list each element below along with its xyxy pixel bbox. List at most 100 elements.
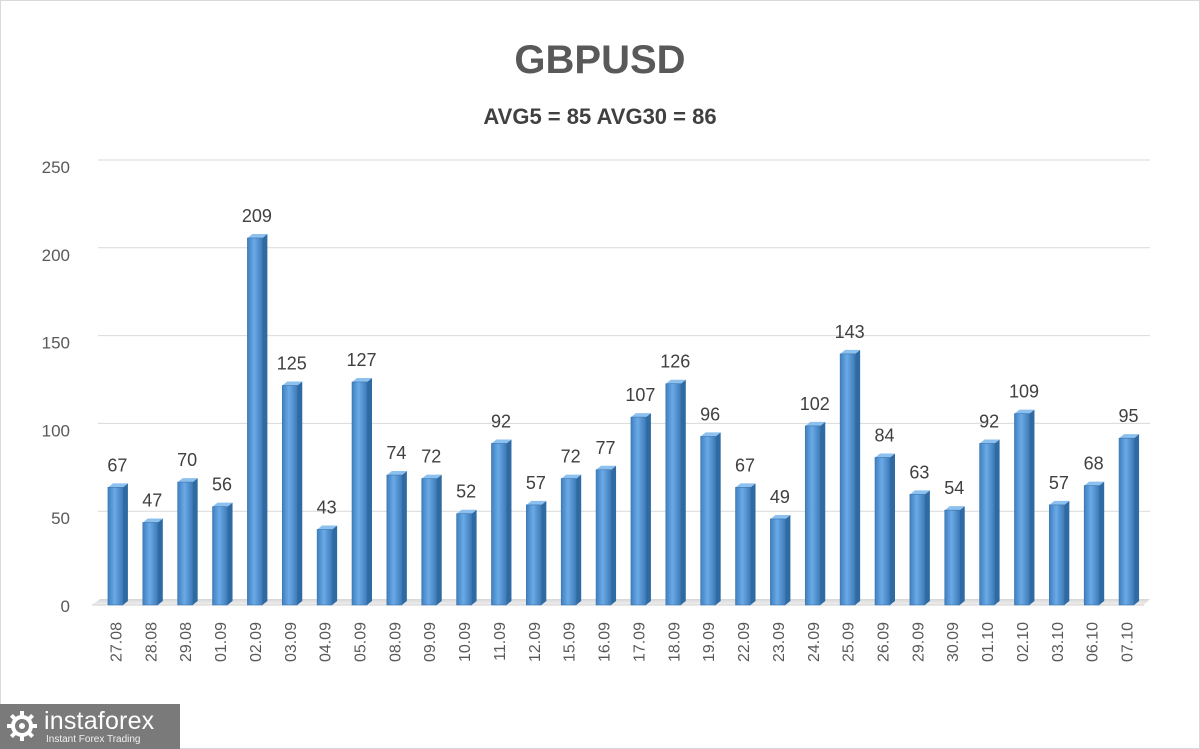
bar-value-label: 72	[561, 447, 581, 467]
y-tick-label: 100	[42, 421, 70, 440]
bar-group: 52	[456, 482, 477, 606]
bar-value-label: 74	[386, 443, 406, 463]
x-tick-label: 12.09	[527, 622, 544, 662]
bar-top	[840, 349, 861, 354]
logo-tagline: Instant Forex Trading	[46, 734, 141, 745]
bar-top	[491, 439, 512, 444]
x-tick-label: 10.09	[457, 622, 474, 662]
bar-group: 56	[212, 475, 233, 606]
bar-top	[665, 379, 686, 384]
x-tick-label: 01.10	[980, 622, 997, 662]
gear-logo-icon	[7, 711, 37, 741]
bar-group: 57	[1049, 473, 1070, 606]
x-tick-label: 15.09	[562, 622, 579, 662]
bar-group: 84	[874, 425, 895, 606]
x-tick-label: 23.09	[771, 622, 788, 662]
bar-top	[352, 377, 372, 382]
bar-value-label: 92	[491, 411, 511, 431]
bar	[491, 443, 507, 606]
x-tick-label: 04.09	[318, 622, 335, 662]
bar-top	[212, 502, 233, 507]
bar-top	[735, 483, 756, 488]
bar-side	[645, 413, 651, 605]
bar-side	[1064, 500, 1070, 605]
bar-side	[680, 379, 686, 605]
bar-group: 47	[142, 490, 163, 606]
x-tick-label: 02.09	[248, 622, 265, 662]
x-tick-label: 03.10	[1050, 622, 1067, 662]
bar-value-label: 49	[770, 487, 790, 507]
bar	[526, 504, 542, 606]
bar-top	[909, 490, 930, 495]
bar-top	[979, 439, 1000, 444]
bar-top	[1014, 409, 1035, 414]
bar-value-label: 95	[1119, 406, 1139, 426]
bar-side	[157, 518, 163, 605]
x-tick-label: 25.09	[841, 622, 858, 662]
bar-top	[456, 509, 477, 514]
x-tick-label: 06.10	[1085, 622, 1102, 662]
bar-side	[855, 349, 861, 605]
bar-top	[317, 525, 338, 530]
bar	[944, 509, 961, 606]
bar-group: 57	[526, 473, 547, 606]
bar-top	[805, 421, 826, 426]
bar-top	[177, 478, 198, 483]
bar-side	[576, 474, 582, 605]
bar-value-label: 43	[317, 497, 337, 517]
bar-group: 143	[835, 322, 865, 606]
chart-subtitle: AVG5 = 85 AVG30 = 86	[483, 104, 717, 129]
bar-side	[506, 439, 512, 605]
bar-value-label: 96	[700, 404, 720, 424]
bar-side	[611, 465, 617, 605]
bar	[770, 518, 786, 606]
bar-top	[561, 474, 582, 479]
bar	[979, 443, 995, 606]
bar	[700, 436, 716, 606]
y-tick-label: 250	[42, 158, 70, 177]
bar-value-label: 92	[979, 411, 999, 431]
bar-group: 125	[277, 354, 307, 606]
bar-value-label: 84	[874, 425, 894, 445]
x-tick-label: 07.10	[1120, 622, 1137, 662]
x-tick-label: 19.09	[701, 622, 718, 662]
bar-side	[471, 509, 477, 605]
bar-group: 77	[596, 438, 617, 606]
bar-value-label: 54	[944, 478, 964, 498]
x-tick-label: 17.09	[631, 622, 648, 662]
x-tick-label: 26.09	[876, 622, 893, 662]
bar-group: 92	[491, 411, 512, 606]
bar-value-label: 127	[346, 350, 376, 370]
bar-side	[750, 483, 756, 605]
bar-value-label: 57	[526, 473, 546, 493]
bar-side	[1099, 481, 1105, 605]
bar-value-label: 109	[1009, 382, 1039, 402]
bar-top	[247, 233, 268, 238]
bar-side	[332, 525, 338, 605]
bar	[1083, 485, 1100, 606]
bar-group: 72	[561, 447, 582, 606]
bar-value-label: 102	[800, 394, 830, 414]
bar-value-label: 57	[1049, 473, 1069, 493]
x-tick-label: 22.09	[736, 622, 753, 662]
bar-side	[959, 506, 965, 605]
bar-group: 95	[1119, 406, 1140, 606]
x-tick-label: 05.09	[353, 622, 370, 662]
bar-value-label: 52	[456, 482, 476, 502]
bar-side	[994, 439, 1000, 605]
bar-side	[297, 381, 303, 605]
bar-value-label: 72	[421, 447, 441, 467]
bar-top	[1084, 481, 1105, 486]
bar-value-label: 77	[596, 438, 616, 458]
bar-top	[386, 471, 407, 476]
bar	[386, 474, 403, 606]
bar-value-label: 107	[625, 385, 655, 405]
bar	[142, 522, 159, 606]
bar-value-label: 209	[242, 206, 272, 226]
bar-side	[401, 471, 407, 605]
bar-group: 67	[735, 455, 756, 606]
bar	[1049, 504, 1065, 606]
bar-side	[541, 500, 547, 605]
bar-group: 70	[177, 450, 198, 606]
